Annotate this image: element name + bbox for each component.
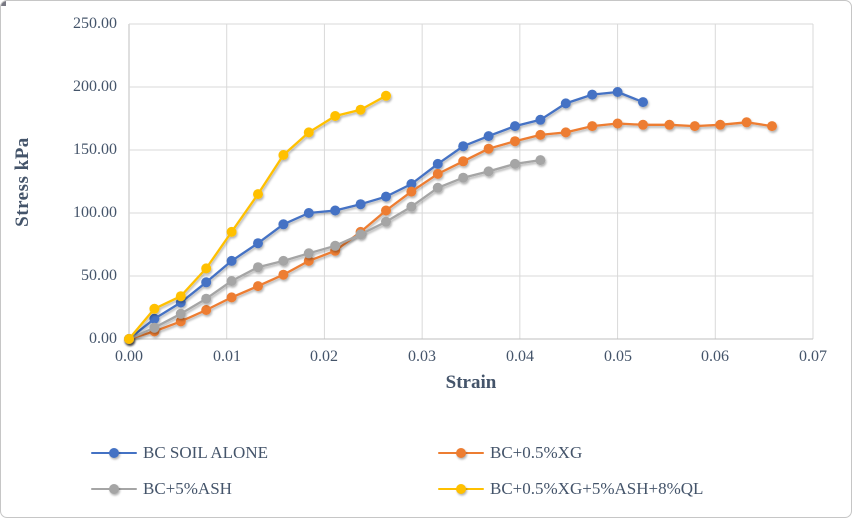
x-axis-tick: 0.01 — [213, 348, 241, 365]
x-axis-tick: 0.03 — [408, 348, 436, 365]
legend-item-bc-ash: BC+5%ASH — [91, 479, 232, 499]
x-axis-tick: 0.02 — [310, 348, 338, 365]
line-marker-icon — [91, 447, 137, 459]
legend-label: BC+0.5%XG — [490, 443, 583, 462]
y-axis-tick: 50.00 — [81, 267, 117, 284]
x-axis-title: Strain — [445, 372, 497, 393]
x-axis-tick: 0.04 — [506, 348, 534, 365]
legend-item-bc-xg: BC+0.5%XG — [438, 443, 582, 463]
y-axis-tick: 0.00 — [89, 330, 117, 347]
legend-label: BC+0.5%XG+5%ASH+8%QL — [490, 479, 704, 498]
corner-selection-mark — [1, 1, 6, 6]
x-axis-tick: 0.07 — [799, 348, 827, 365]
line-marker-icon — [91, 483, 137, 495]
legend-label: BC SOIL ALONE — [143, 443, 268, 462]
y-axis-tick: 250.00 — [73, 15, 117, 32]
y-axis-title: Stress kPa — [12, 137, 33, 227]
legend-item-bc-xg-ash-ql: BC+0.5%XG+5%ASH+8%QL — [438, 479, 703, 499]
plot-area — [124, 23, 814, 344]
x-axis-tick: 0.00 — [115, 348, 143, 365]
line-marker-icon — [438, 483, 484, 495]
y-axis-tick: 200.00 — [73, 78, 117, 95]
legend-label: BC+5%ASH — [143, 479, 232, 498]
x-axis-tick: 0.06 — [701, 348, 729, 365]
y-axis-tick: 100.00 — [73, 204, 117, 221]
legend-item-bc-soil-alone: BC SOIL ALONE — [91, 443, 268, 463]
y-axis-tick: 150.00 — [73, 141, 117, 158]
x-axis-tick: 0.05 — [604, 348, 632, 365]
line-marker-icon — [438, 447, 484, 459]
